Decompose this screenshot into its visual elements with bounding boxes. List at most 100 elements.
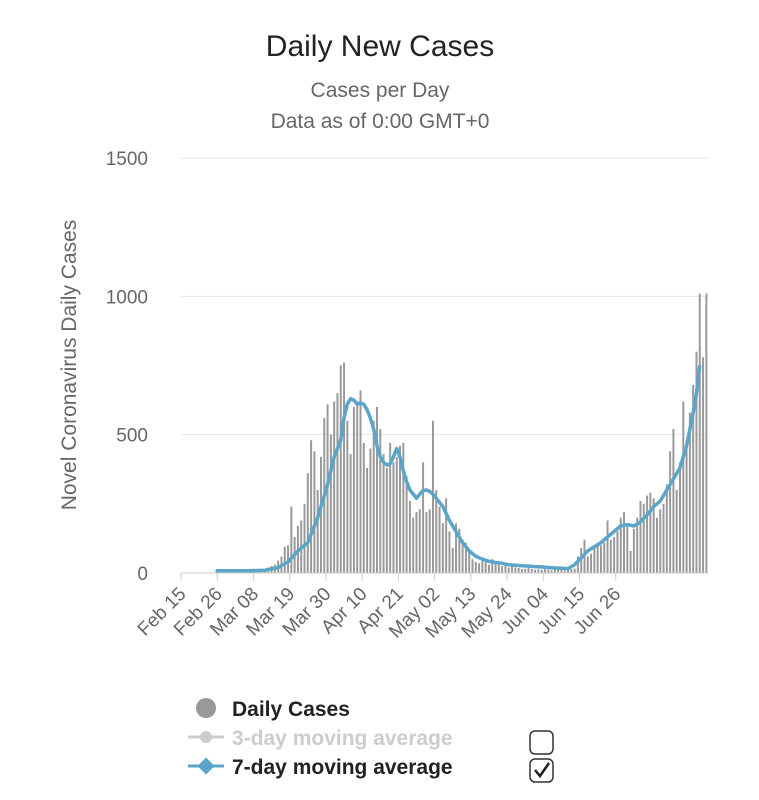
daily-cases-bar[interactable] — [474, 561, 477, 573]
daily-cases-bar[interactable] — [603, 542, 606, 573]
daily-cases-bar[interactable] — [649, 492, 652, 573]
daily-cases-bar[interactable] — [659, 509, 662, 573]
legend-item-3-day-average[interactable]: 3-day moving average — [188, 727, 554, 755]
daily-cases-bar[interactable] — [448, 531, 451, 574]
daily-cases-bar[interactable] — [698, 293, 701, 573]
daily-cases-bar[interactable] — [639, 501, 642, 573]
daily-cases-bar[interactable] — [632, 528, 635, 573]
daily-cases-bar[interactable] — [524, 568, 527, 573]
daily-cases-bar[interactable] — [329, 434, 332, 573]
daily-cases-bar[interactable] — [438, 506, 441, 573]
daily-cases-bar[interactable] — [425, 512, 428, 573]
daily-cases-bar[interactable] — [484, 561, 487, 573]
daily-cases-bar[interactable] — [287, 545, 290, 573]
daily-cases-bar[interactable] — [688, 412, 691, 573]
daily-cases-bar[interactable] — [511, 566, 514, 573]
daily-cases-bar[interactable] — [606, 520, 609, 573]
daily-cases-bar[interactable] — [646, 495, 649, 573]
daily-cases-bar[interactable] — [349, 454, 352, 573]
daily-cases-bar[interactable] — [619, 517, 622, 573]
daily-cases-bar[interactable] — [679, 462, 681, 573]
daily-cases-bar[interactable] — [537, 569, 540, 573]
daily-cases-bar[interactable] — [662, 503, 665, 573]
daily-cases-bar[interactable] — [553, 569, 556, 573]
daily-cases-bar[interactable] — [665, 484, 668, 573]
daily-cases-bar[interactable] — [333, 401, 336, 573]
daily-cases-bar[interactable] — [520, 568, 523, 573]
daily-cases-bar[interactable] — [405, 476, 408, 573]
daily-cases-bar[interactable] — [504, 564, 507, 573]
daily-cases-bar[interactable] — [372, 420, 375, 573]
daily-cases-bar[interactable] — [576, 556, 579, 573]
daily-cases-bar[interactable] — [527, 567, 530, 573]
daily-cases-bar[interactable] — [682, 401, 685, 573]
daily-cases-bar[interactable] — [563, 570, 566, 573]
daily-cases-bar[interactable] — [402, 442, 405, 573]
daily-cases-bar[interactable] — [451, 548, 454, 573]
daily-cases-bar[interactable] — [626, 525, 629, 573]
daily-cases-bar[interactable] — [455, 523, 458, 573]
daily-cases-bar[interactable] — [458, 528, 461, 573]
daily-cases-bar[interactable] — [336, 393, 339, 573]
daily-cases-bar[interactable] — [346, 420, 349, 573]
daily-cases-bar[interactable] — [481, 560, 484, 573]
daily-cases-bar[interactable] — [540, 569, 543, 573]
daily-cases-bar[interactable] — [560, 568, 563, 573]
daily-cases-bar[interactable] — [468, 550, 471, 573]
daily-cases-bar[interactable] — [445, 498, 448, 573]
daily-cases-bar[interactable] — [385, 467, 388, 573]
daily-cases-bar[interactable] — [609, 539, 612, 573]
daily-cases-bar[interactable] — [310, 440, 313, 573]
daily-cases-bar[interactable] — [613, 537, 616, 573]
daily-cases-bar[interactable] — [491, 559, 494, 573]
legend-item-7-day-average[interactable]: 7-day moving average — [188, 756, 554, 783]
daily-cases-bar[interactable] — [431, 420, 434, 573]
daily-cases-bar[interactable] — [303, 503, 306, 573]
daily-cases-bar[interactable] — [590, 553, 593, 573]
daily-cases-bar[interactable] — [517, 568, 520, 573]
daily-cases-bar[interactable] — [675, 490, 678, 573]
daily-cases-bar[interactable] — [507, 567, 510, 573]
daily-cases-bar[interactable] — [412, 517, 415, 573]
daily-cases-bar[interactable] — [655, 517, 658, 573]
daily-cases-bar[interactable] — [464, 542, 467, 573]
daily-cases-bar[interactable] — [435, 490, 438, 573]
daily-cases-bar[interactable] — [672, 429, 675, 573]
daily-cases-bar[interactable] — [415, 512, 418, 573]
daily-cases-bar[interactable] — [695, 351, 698, 573]
daily-cases-bar[interactable] — [629, 550, 632, 573]
daily-cases-bar[interactable] — [702, 357, 705, 573]
daily-cases-bar[interactable] — [570, 569, 573, 573]
daily-cases-bar[interactable] — [379, 429, 382, 573]
three-day-checkbox[interactable] — [529, 730, 554, 755]
daily-cases-bar[interactable] — [461, 539, 464, 573]
daily-cases-bar[interactable] — [359, 390, 362, 573]
daily-cases-bar[interactable] — [530, 568, 533, 573]
daily-cases-bar[interactable] — [573, 568, 576, 573]
daily-cases-bar[interactable] — [339, 365, 342, 574]
seven-day-checkbox[interactable] — [529, 758, 554, 783]
daily-cases-bar[interactable] — [494, 563, 497, 573]
daily-cases-bar[interactable] — [422, 462, 425, 573]
daily-cases-bar[interactable] — [290, 506, 293, 573]
daily-cases-bar[interactable] — [599, 545, 602, 573]
daily-cases-bar[interactable] — [514, 567, 517, 573]
daily-cases-bar[interactable] — [395, 456, 398, 573]
daily-cases-bar[interactable] — [369, 448, 372, 574]
daily-cases-bar[interactable] — [441, 523, 444, 573]
daily-cases-bar[interactable] — [652, 498, 655, 573]
daily-cases-bar[interactable] — [319, 456, 322, 573]
daily-cases-bar[interactable] — [283, 546, 286, 573]
daily-cases-bar[interactable] — [375, 407, 378, 573]
daily-cases-bar[interactable] — [669, 451, 672, 573]
daily-cases-bar[interactable] — [705, 293, 708, 573]
daily-cases-bar[interactable] — [586, 556, 589, 573]
legend-item-daily-cases[interactable]: Daily Cases — [196, 698, 350, 721]
daily-cases-bar[interactable] — [501, 566, 504, 573]
daily-cases-bar[interactable] — [623, 512, 625, 573]
daily-cases-bar[interactable] — [306, 473, 309, 573]
daily-cases-bar[interactable] — [471, 559, 474, 573]
daily-cases-bar[interactable] — [389, 442, 392, 573]
daily-cases-bar[interactable] — [392, 462, 395, 573]
daily-cases-bar[interactable] — [580, 548, 583, 573]
